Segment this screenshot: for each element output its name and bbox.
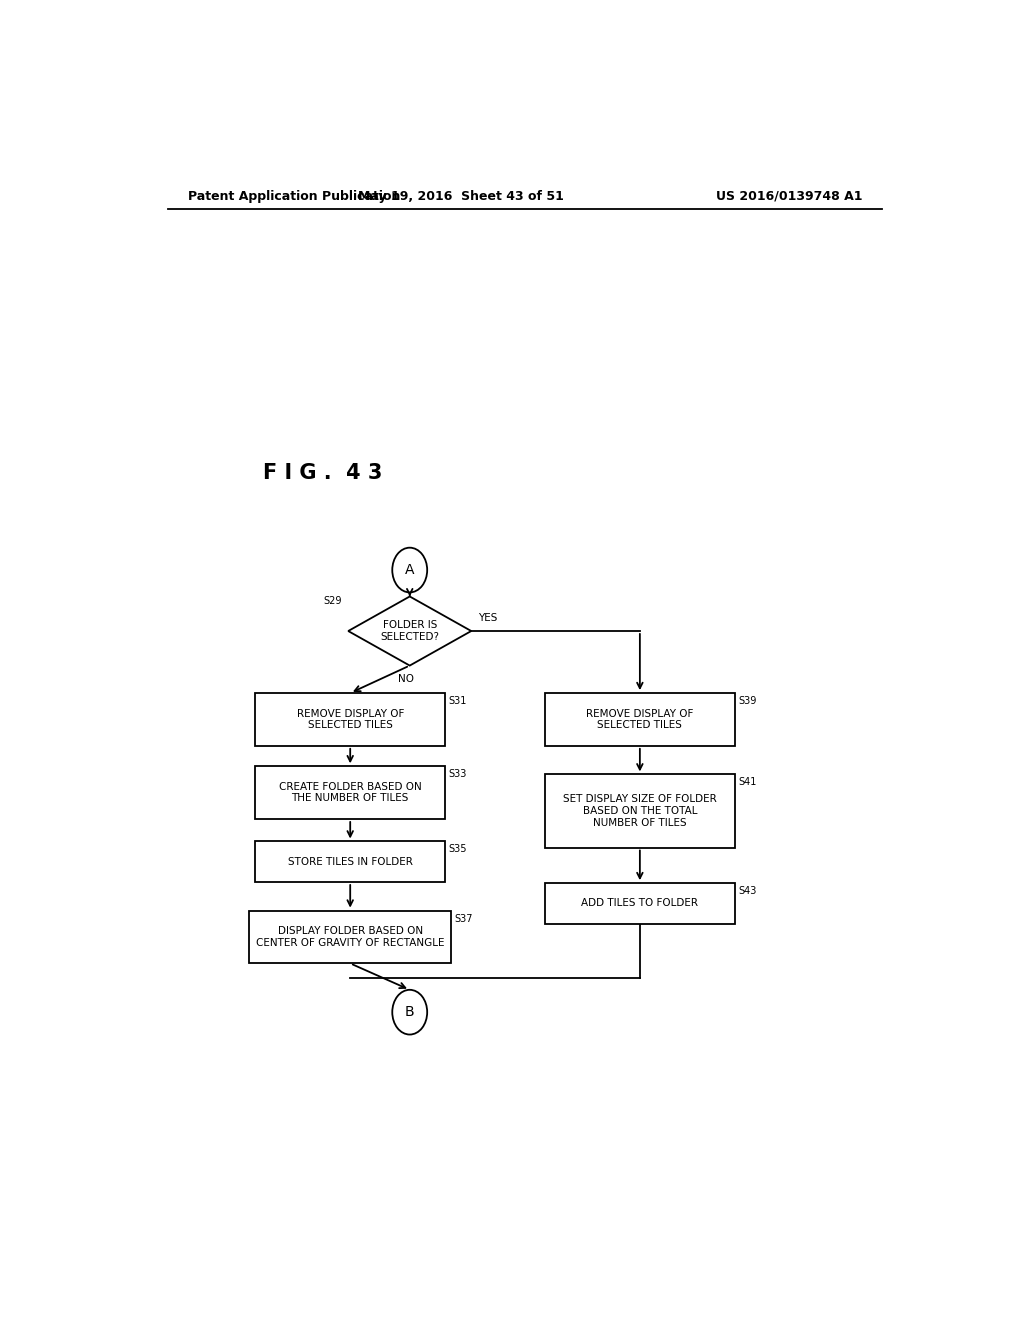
- FancyBboxPatch shape: [255, 841, 445, 882]
- Text: S29: S29: [324, 597, 342, 606]
- Text: SET DISPLAY SIZE OF FOLDER
BASED ON THE TOTAL
NUMBER OF TILES: SET DISPLAY SIZE OF FOLDER BASED ON THE …: [563, 795, 717, 828]
- Text: CREATE FOLDER BASED ON
THE NUMBER OF TILES: CREATE FOLDER BASED ON THE NUMBER OF TIL…: [279, 781, 422, 804]
- Text: YES: YES: [477, 612, 497, 623]
- FancyBboxPatch shape: [545, 775, 735, 847]
- Text: S31: S31: [449, 696, 467, 706]
- Text: US 2016/0139748 A1: US 2016/0139748 A1: [716, 190, 862, 202]
- Text: S41: S41: [738, 777, 757, 788]
- Text: S33: S33: [449, 770, 467, 779]
- Text: REMOVE DISPLAY OF
SELECTED TILES: REMOVE DISPLAY OF SELECTED TILES: [297, 709, 403, 730]
- Text: S39: S39: [738, 696, 757, 706]
- Text: F I G .  4 3: F I G . 4 3: [263, 463, 382, 483]
- FancyBboxPatch shape: [545, 883, 735, 924]
- FancyBboxPatch shape: [255, 766, 445, 818]
- Text: REMOVE DISPLAY OF
SELECTED TILES: REMOVE DISPLAY OF SELECTED TILES: [586, 709, 693, 730]
- Text: B: B: [404, 1005, 415, 1019]
- Text: A: A: [404, 564, 415, 577]
- Text: STORE TILES IN FOLDER: STORE TILES IN FOLDER: [288, 857, 413, 867]
- Text: May 19, 2016  Sheet 43 of 51: May 19, 2016 Sheet 43 of 51: [358, 190, 564, 202]
- Text: S43: S43: [738, 886, 757, 896]
- FancyBboxPatch shape: [255, 693, 445, 746]
- Text: Patent Application Publication: Patent Application Publication: [187, 190, 400, 202]
- Text: S35: S35: [449, 845, 467, 854]
- Text: FOLDER IS
SELECTED?: FOLDER IS SELECTED?: [380, 620, 439, 642]
- Text: NO: NO: [397, 673, 414, 684]
- FancyBboxPatch shape: [249, 911, 452, 964]
- Text: S37: S37: [455, 913, 473, 924]
- FancyBboxPatch shape: [545, 693, 735, 746]
- Text: DISPLAY FOLDER BASED ON
CENTER OF GRAVITY OF RECTANGLE: DISPLAY FOLDER BASED ON CENTER OF GRAVIT…: [256, 927, 444, 948]
- Text: ADD TILES TO FOLDER: ADD TILES TO FOLDER: [582, 899, 698, 908]
